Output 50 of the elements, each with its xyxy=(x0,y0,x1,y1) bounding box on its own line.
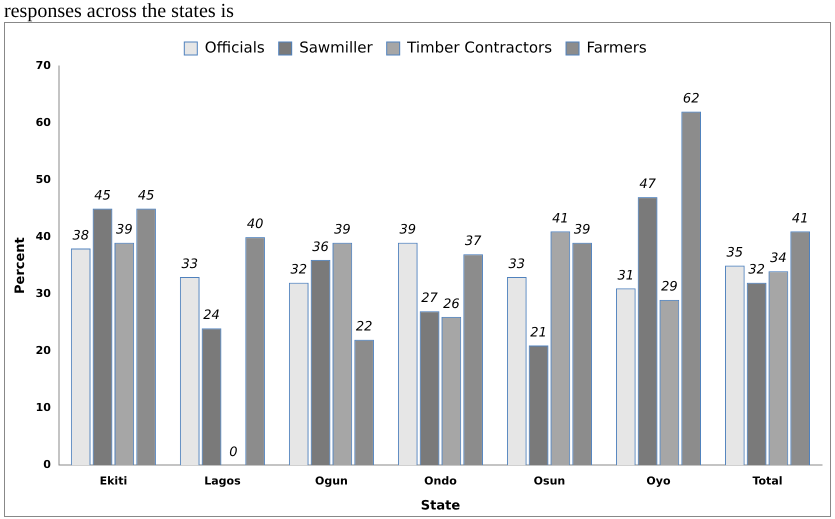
data-label: 33 xyxy=(181,256,198,272)
x-tick-label: Ogun xyxy=(314,474,348,488)
data-label: 24 xyxy=(203,308,220,324)
x-tick-label: Lagos xyxy=(204,474,242,488)
data-label: 39 xyxy=(574,222,590,238)
data-label: 41 xyxy=(552,211,569,226)
y-tick-label: 50 xyxy=(36,172,52,186)
x-tick-label: Ondo xyxy=(424,474,458,488)
data-label: 40 xyxy=(246,216,264,232)
data-label: 36 xyxy=(312,240,329,255)
y-tick-label: 20 xyxy=(36,344,52,357)
y-tick-label: 10 xyxy=(36,401,52,414)
data-label: 0 xyxy=(229,445,238,460)
data-label: 34 xyxy=(770,251,787,266)
data-label: 45 xyxy=(138,188,154,204)
data-label: 39 xyxy=(116,222,133,238)
data-label: 39 xyxy=(334,222,351,238)
data-label: 35 xyxy=(726,245,744,260)
y-tick-label: 40 xyxy=(36,230,52,243)
legend-label: Sawmiller xyxy=(299,38,374,56)
legend-label: Officials xyxy=(204,38,265,56)
y-tick-label: 0 xyxy=(43,458,52,472)
data-label: 21 xyxy=(530,325,547,340)
data-label: 32 xyxy=(748,262,765,278)
data-label: 26 xyxy=(443,296,460,312)
data-label: 62 xyxy=(682,92,700,106)
data-label: 45 xyxy=(94,188,111,204)
data-label: 32 xyxy=(290,262,308,278)
y-axis-title: Percent xyxy=(13,237,28,294)
legend-label: Timber Contractors xyxy=(406,38,552,56)
data-label: 41 xyxy=(792,211,808,226)
x-tick-label: Ekiti xyxy=(100,474,128,488)
x-tick-label: Osun xyxy=(534,474,566,488)
y-tick-label: 30 xyxy=(36,286,52,300)
x-axis-title: State xyxy=(420,498,460,514)
data-label: 31 xyxy=(618,268,634,284)
x-tick-label: Oyo xyxy=(646,474,671,488)
data-label: 38 xyxy=(72,228,89,244)
data-label: 22 xyxy=(356,320,372,335)
y-tick-label: 60 xyxy=(36,116,52,129)
y-tick-label: 70 xyxy=(36,58,52,72)
x-tick-label: Total xyxy=(752,474,783,488)
data-label: 33 xyxy=(508,256,526,272)
data-label: 39 xyxy=(399,222,416,238)
legend-label: Farmers xyxy=(586,38,647,56)
data-label: 29 xyxy=(661,280,678,295)
data-label: 37 xyxy=(464,234,482,250)
text: responses across the states is xyxy=(4,0,234,22)
data-label: 47 xyxy=(639,177,657,192)
data-label: 27 xyxy=(421,291,439,306)
